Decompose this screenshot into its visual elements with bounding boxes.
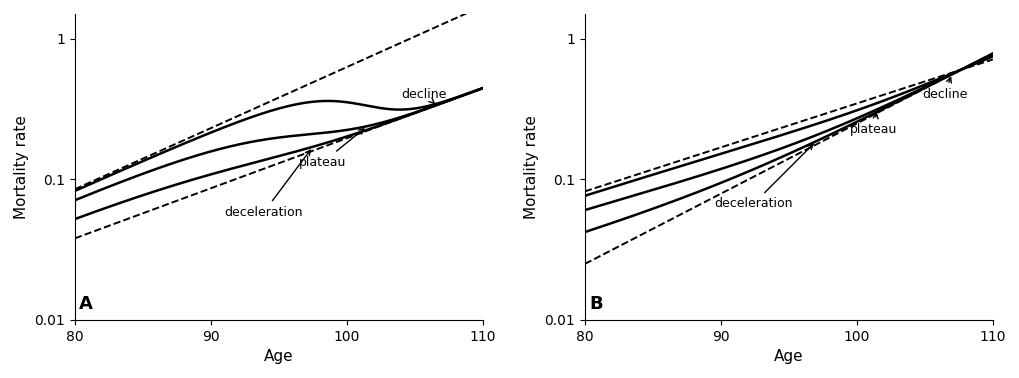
Y-axis label: Mortality rate: Mortality rate [14, 115, 29, 219]
Text: plateau: plateau [299, 129, 364, 169]
Text: decline: decline [400, 88, 446, 104]
X-axis label: Age: Age [264, 349, 293, 364]
X-axis label: Age: Age [773, 349, 803, 364]
Text: deceleration: deceleration [224, 150, 310, 219]
Text: A: A [78, 295, 93, 313]
Text: deceleration: deceleration [713, 144, 812, 211]
Y-axis label: Mortality rate: Mortality rate [524, 115, 538, 219]
Text: plateau: plateau [849, 113, 897, 135]
Text: B: B [588, 295, 602, 313]
Text: decline: decline [921, 77, 967, 101]
